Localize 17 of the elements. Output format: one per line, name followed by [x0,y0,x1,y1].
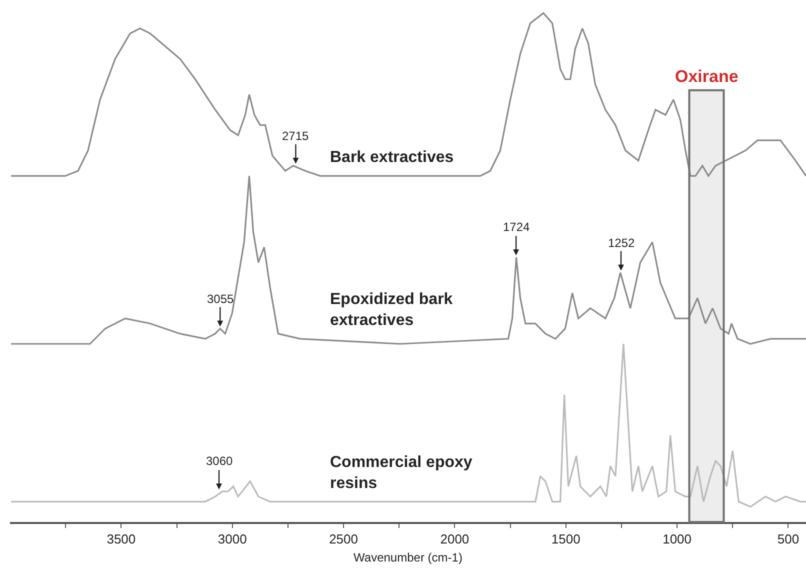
x-tick-label: 3000 [218,531,247,546]
series-label: Bark extractives [330,149,454,166]
annotation: 2715 [282,129,310,143]
x-tick-label: 500 [777,531,800,546]
annotation: 3055 [207,292,234,306]
x-axis-title: Wavenumber (cm-1) [354,550,462,565]
x-tick-label: 2500 [329,531,358,546]
band-label: Oxirane [675,67,738,86]
x-tick-label: 2000 [440,531,470,546]
annotation: 1724 [503,220,530,234]
x-tick-label: 1500 [551,531,580,546]
annotation: 1252 [608,236,636,250]
annotation: 3060 [206,454,234,468]
series-label: Epoxidized bark extractives [330,291,453,329]
series-label: Commercial epoxy resins [330,454,472,492]
x-tick-label: 3500 [106,531,136,546]
x-tick-label: 1000 [662,531,692,546]
